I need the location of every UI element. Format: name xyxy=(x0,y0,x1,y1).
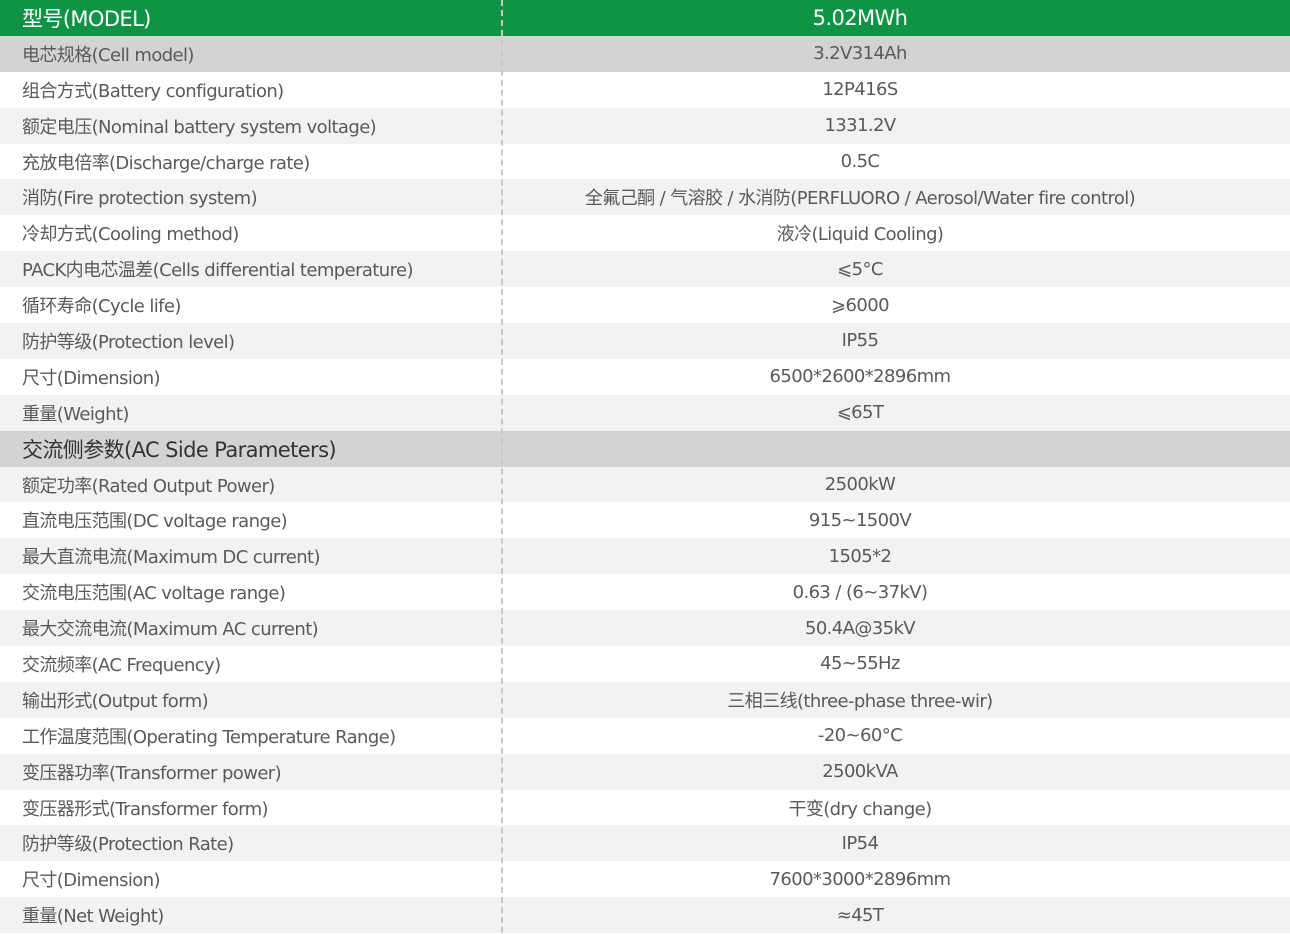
row-value: 全氟己酮 / 气溶胶 / 水消防(PERFLUORO / Aerosol/Wat… xyxy=(584,188,1136,210)
table-row: 防护等级(Protection Rate) IP54 xyxy=(0,825,1290,862)
row-label: 尺寸(Dimension) xyxy=(22,870,161,892)
row-value: ⩽65T xyxy=(836,402,884,424)
table-row: 最大直流电流(Maximum DC current) 1505*2 xyxy=(0,538,1290,575)
row-label: 最大直流电流(Maximum DC current) xyxy=(22,547,321,569)
table-row: 尺寸(Dimension) 7600*3000*2896mm xyxy=(0,861,1290,898)
row-label: 交流频率(AC Frequency) xyxy=(22,654,221,676)
row-label: 额定电压(Nominal battery system voltage) xyxy=(22,116,377,138)
table-header-row: 型号(MODEL) 5.02MWh xyxy=(0,0,1290,36)
table-row: 组合方式(Battery configuration) 12P416S xyxy=(0,71,1290,108)
row-label: 最大交流电流(Maximum AC current) xyxy=(22,619,319,641)
table-row: 电芯规格(Cell model) 3.2V314Ah xyxy=(0,35,1290,72)
row-value: -20~60°C xyxy=(817,725,903,747)
table-row: 变压器功率(Transformer power) 2500kVA xyxy=(0,753,1290,790)
row-label: 直流电压范围(DC voltage range) xyxy=(22,511,288,533)
row-value: 0.63 / (6~37kV) xyxy=(792,581,928,603)
row-label: 交流电压范围(AC voltage range) xyxy=(22,583,286,605)
row-value: 干变(dry change) xyxy=(788,798,932,820)
section-header-ac: 交流侧参数(AC Side Parameters) xyxy=(0,430,1290,467)
row-label: 电芯规格(Cell model) xyxy=(22,44,194,66)
table-row: 冷却方式(Cooling method) 液冷(Liquid Cooling) xyxy=(0,215,1290,252)
row-value: 50.4A@35kV xyxy=(804,617,916,639)
table-row: 最大交流电流(Maximum AC current) 50.4A@35kV xyxy=(0,610,1290,647)
row-value: 7600*3000*2896mm xyxy=(769,868,952,890)
header-label: 型号(MODEL) xyxy=(22,6,151,31)
row-label: 充放电倍率(Discharge/charge rate) xyxy=(22,152,310,174)
table-row: 额定功率(Rated Output Power) 2500kW xyxy=(0,466,1290,503)
row-label: 防护等级(Protection level) xyxy=(22,331,235,353)
table-row: 工作温度范围(Operating Temperature Range) -20~6… xyxy=(0,717,1290,754)
table-row: 额定电压(Nominal battery system voltage) 1331… xyxy=(0,107,1290,144)
row-value: IP55 xyxy=(841,330,879,352)
row-label: 消防(Fire protection system) xyxy=(22,188,258,210)
row-label: 防护等级(Protection Rate) xyxy=(22,834,234,856)
table-row: 输出形式(Output form) 三相三线(three-phase three-… xyxy=(0,681,1290,718)
column-divider xyxy=(501,0,503,934)
row-value: ≈45T xyxy=(836,904,884,926)
row-value: ⩽5°C xyxy=(837,258,883,280)
row-label: 变压器功率(Transformer power) xyxy=(22,762,282,784)
row-value: 2500kW xyxy=(824,474,896,496)
row-label: 重量(Weight) xyxy=(22,403,129,425)
row-label: 组合方式(Battery configuration) xyxy=(22,80,284,102)
table-row: 重量(Weight) ⩽65T xyxy=(0,394,1290,431)
row-value: 6500*2600*2896mm xyxy=(769,366,952,388)
row-label: 重量(Net Weight) xyxy=(22,906,164,928)
row-label: 循环寿命(Cycle life) xyxy=(22,296,181,318)
row-value: 1505*2 xyxy=(828,545,892,567)
table-row: PACK内电芯温差(Cells differential temperature… xyxy=(0,251,1290,288)
table-row: 防护等级(Protection level) IP55 xyxy=(0,323,1290,359)
row-value: 3.2V314Ah xyxy=(813,43,907,65)
row-label: 输出形式(Output form) xyxy=(22,690,209,712)
row-value: 1331.2V xyxy=(824,115,896,137)
row-label: 额定功率(Rated Output Power) xyxy=(22,475,275,497)
row-label: 变压器形式(Transformer form) xyxy=(22,798,269,820)
row-value: 三相三线(three-phase three-wir) xyxy=(727,690,993,712)
row-value: IP54 xyxy=(841,832,879,854)
table-row: 充放电倍率(Discharge/charge rate) 0.5C xyxy=(0,143,1290,180)
row-value: 915~1500V xyxy=(808,509,912,531)
row-label: PACK内电芯温差(Cells differential temperature… xyxy=(22,260,413,282)
row-value: 45~55Hz xyxy=(820,653,900,675)
row-label: 尺寸(Dimension) xyxy=(22,367,161,389)
row-label: 冷却方式(Cooling method) xyxy=(22,224,239,246)
table-row: 变压器形式(Transformer form) 干变(dry change) xyxy=(0,789,1290,826)
row-value: 12P416S xyxy=(822,79,898,101)
table-row: 交流电压范围(AC voltage range) 0.63 / (6~37kV) xyxy=(0,574,1290,611)
row-value: ⩾6000 xyxy=(831,294,890,316)
table-row: 直流电压范围(DC voltage range) 915~1500V xyxy=(0,502,1290,539)
row-label: 工作温度范围(Operating Temperature Range) xyxy=(22,726,396,748)
row-value: 2500kVA xyxy=(822,761,898,783)
table-row: 交流频率(AC Frequency) 45~55Hz xyxy=(0,646,1290,682)
row-value: 0.5C xyxy=(840,151,880,172)
table-row: 循环寿命(Cycle life) ⩾6000 xyxy=(0,287,1290,324)
section-label: 交流侧参数(AC Side Parameters) xyxy=(22,437,337,462)
row-value: 液冷(Liquid Cooling) xyxy=(776,224,944,246)
table-row: 重量(Net Weight) ≈45T xyxy=(0,897,1290,934)
header-value: 5.02MWh xyxy=(812,5,908,30)
table-row: 尺寸(Dimension) 6500*2600*2896mm xyxy=(0,358,1290,395)
table-row: 消防(Fire protection system) 全氟己酮 / 气溶胶 / 水… xyxy=(0,179,1290,216)
